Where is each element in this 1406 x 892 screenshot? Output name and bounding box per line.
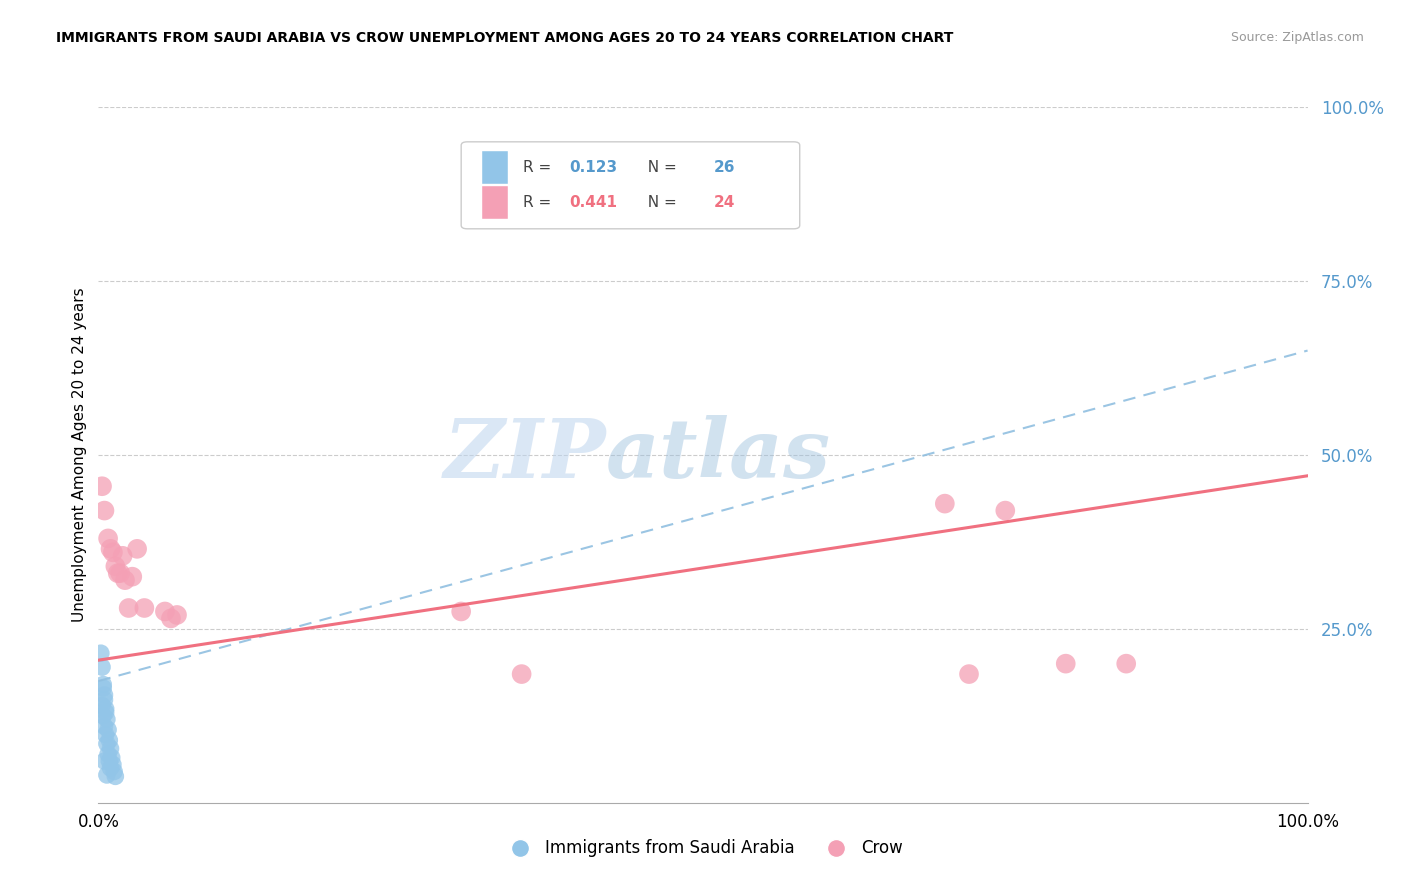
Point	[108, 566, 131, 581]
Text: R =: R =	[523, 160, 555, 175]
Point	[127, 541, 149, 556]
Point	[91, 708, 114, 723]
Point	[97, 723, 120, 737]
Point	[93, 693, 115, 707]
Point	[118, 601, 141, 615]
Point	[98, 754, 121, 768]
Point	[100, 541, 122, 556]
Point	[107, 566, 129, 581]
Text: IMMIGRANTS FROM SAUDI ARABIA VS CROW UNEMPLOYMENT AMONG AGES 20 TO 24 YEARS CORR: IMMIGRANTS FROM SAUDI ARABIA VS CROW UNE…	[56, 31, 953, 45]
Point	[101, 545, 124, 559]
Point	[97, 532, 120, 546]
Text: ZIP: ZIP	[444, 415, 606, 495]
Point	[91, 677, 114, 691]
Point	[91, 698, 114, 713]
Point	[450, 605, 472, 619]
Y-axis label: Unemployment Among Ages 20 to 24 years: Unemployment Among Ages 20 to 24 years	[72, 287, 87, 623]
Text: R =: R =	[523, 194, 555, 210]
Point	[134, 601, 156, 615]
Point	[104, 769, 127, 783]
Point	[90, 646, 112, 660]
Point	[93, 754, 115, 768]
Point	[96, 737, 118, 751]
FancyBboxPatch shape	[482, 186, 509, 219]
Point	[100, 741, 122, 756]
Point	[166, 607, 188, 622]
Point	[97, 747, 120, 761]
Legend: Immigrants from Saudi Arabia, Crow: Immigrants from Saudi Arabia, Crow	[496, 833, 910, 864]
Point	[91, 681, 114, 695]
Point	[1054, 657, 1077, 671]
Text: N =: N =	[638, 194, 682, 210]
Point	[96, 768, 118, 782]
Point	[104, 559, 127, 574]
Point	[510, 667, 533, 681]
Point	[153, 605, 176, 619]
Point	[94, 702, 117, 716]
Text: 0.441: 0.441	[569, 194, 617, 210]
Point	[91, 479, 114, 493]
Text: Source: ZipAtlas.com: Source: ZipAtlas.com	[1230, 31, 1364, 45]
Point	[160, 611, 183, 625]
Point	[98, 733, 121, 747]
Text: 0.123: 0.123	[569, 160, 617, 175]
Text: atlas: atlas	[606, 415, 831, 495]
Text: N =: N =	[638, 160, 682, 175]
Point	[94, 728, 117, 742]
Text: 26: 26	[714, 160, 735, 175]
Point	[121, 570, 143, 584]
Point	[957, 667, 980, 681]
Text: 24: 24	[714, 194, 735, 210]
Point	[101, 757, 124, 772]
Point	[103, 764, 125, 779]
Point	[994, 503, 1017, 517]
FancyBboxPatch shape	[482, 151, 509, 185]
Point	[1115, 657, 1137, 671]
Point	[93, 503, 115, 517]
Point	[93, 688, 115, 702]
Point	[111, 549, 134, 563]
Point	[100, 750, 122, 764]
Point	[94, 706, 117, 720]
Point	[96, 712, 118, 726]
Point	[114, 573, 136, 587]
Point	[934, 497, 956, 511]
Point	[100, 761, 122, 775]
Point	[91, 660, 114, 674]
Point	[93, 719, 115, 733]
FancyBboxPatch shape	[461, 142, 800, 229]
